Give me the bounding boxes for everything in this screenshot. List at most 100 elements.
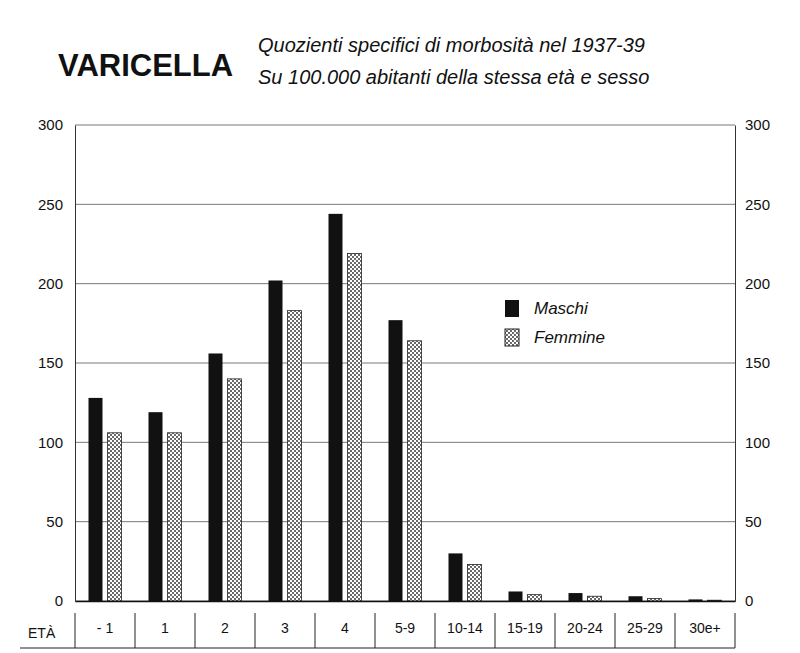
bar (108, 433, 122, 601)
bar (509, 591, 523, 601)
bar (348, 254, 362, 601)
cell-separator (675, 613, 676, 648)
tick-label: 3 (281, 620, 289, 636)
tick-label: 250 (745, 196, 770, 213)
legend-swatch (505, 300, 519, 317)
tick-label: 300 (38, 116, 63, 133)
legend-swatch (505, 329, 519, 346)
cell-separator (375, 613, 376, 648)
cell-separator (435, 613, 436, 648)
tick-label: 0 (745, 592, 753, 609)
grid-line (75, 204, 735, 205)
bar (588, 596, 602, 601)
title: VARICELLA (58, 48, 233, 83)
tick: 100 (38, 434, 75, 451)
tick-label: 30e+ (689, 620, 721, 636)
tick: 25-29 (627, 601, 663, 636)
x-axis-title: ETÀ (28, 625, 56, 641)
tick: 5-9 (395, 601, 415, 636)
bar (528, 595, 542, 601)
y-axis-right: 0 50 100 150 200 250 300 (735, 116, 770, 609)
axis-line (735, 126, 736, 602)
bar (168, 433, 182, 601)
tick: 2 (221, 601, 229, 636)
tick-label: 150 (38, 354, 63, 371)
bar (389, 320, 403, 601)
tick: 30e+ (689, 601, 721, 636)
tick: 200 (735, 275, 770, 292)
grid-line (75, 363, 735, 364)
series (89, 214, 703, 601)
tick: 15-19 (507, 601, 543, 636)
tick: 150 (735, 354, 770, 371)
axis-line (75, 126, 76, 602)
tick: 20-24 (567, 601, 603, 636)
cell-baseline (20, 648, 735, 649)
grid-line (75, 125, 735, 126)
tick: 1 (161, 601, 169, 636)
cell-separator (135, 613, 136, 648)
chart: VARICELLA Quozienti specifici di morbosit… (0, 0, 800, 653)
tick: 0 (735, 592, 753, 609)
y-axis-left: 0 50 100 150 200 250 300 (38, 116, 76, 609)
cell-separator (495, 613, 496, 648)
bar (329, 214, 343, 601)
legend-label: Maschi (534, 299, 589, 318)
bar (468, 565, 482, 601)
cell-separator (615, 613, 616, 648)
legend: Maschi Femmine (505, 299, 605, 347)
tick: 250 (735, 196, 770, 213)
tick: - 1 (97, 601, 114, 636)
bar (228, 379, 242, 601)
cell-separator (255, 613, 256, 648)
legend-label: Femmine (534, 328, 605, 347)
tick-label: 0 (55, 592, 63, 609)
tick-label: 5-9 (395, 620, 415, 636)
tick: 300 (735, 116, 770, 133)
tick-label: 50 (745, 513, 762, 530)
tick: 50 (735, 513, 762, 530)
tick-label: 10-14 (447, 620, 483, 636)
cell-separator (75, 613, 76, 648)
bar (569, 593, 583, 601)
tick-label: 50 (46, 513, 63, 530)
tick-label: 200 (38, 275, 63, 292)
tick: 50 (46, 513, 75, 530)
bars (89, 214, 722, 601)
bar (209, 353, 223, 601)
tick-label: 15-19 (507, 620, 543, 636)
tick: 0 (55, 592, 75, 609)
tick-label: 100 (745, 434, 770, 451)
x-axis: - 1 1 2 3 4 5-9 10-14 15-19 20-24 25-29 30e+ (76, 601, 736, 636)
grid-line (75, 283, 735, 284)
bar (149, 412, 163, 601)
tick: 10-14 (447, 601, 483, 636)
tick: 100 (735, 434, 770, 451)
tick-label: - 1 (97, 620, 114, 636)
bar (648, 599, 662, 601)
tick: 300 (38, 116, 75, 133)
series (108, 254, 722, 601)
cell-separator (195, 613, 196, 648)
tick: 4 (341, 601, 349, 636)
bar (629, 596, 643, 601)
bar (408, 341, 422, 601)
grid (75, 125, 735, 601)
subtitle: Quozienti specifici di morbosità nel 193… (258, 34, 645, 56)
axis-line (76, 601, 736, 603)
tick-label: 300 (745, 116, 770, 133)
cell-separator (735, 613, 736, 648)
tick-label: 100 (38, 434, 63, 451)
tick-label: 200 (745, 275, 770, 292)
tick-label: 250 (38, 196, 63, 213)
cell-separator (555, 613, 556, 648)
bar (449, 553, 463, 601)
cell-separator (315, 613, 316, 648)
tick-label: 20-24 (567, 620, 603, 636)
tick: 150 (38, 354, 75, 371)
bar (269, 280, 283, 601)
bar (89, 398, 103, 601)
category-cells (20, 613, 735, 648)
subtitle: Su 100.000 abitanti della stessa età e s… (258, 66, 649, 88)
tick-label: 2 (221, 620, 229, 636)
